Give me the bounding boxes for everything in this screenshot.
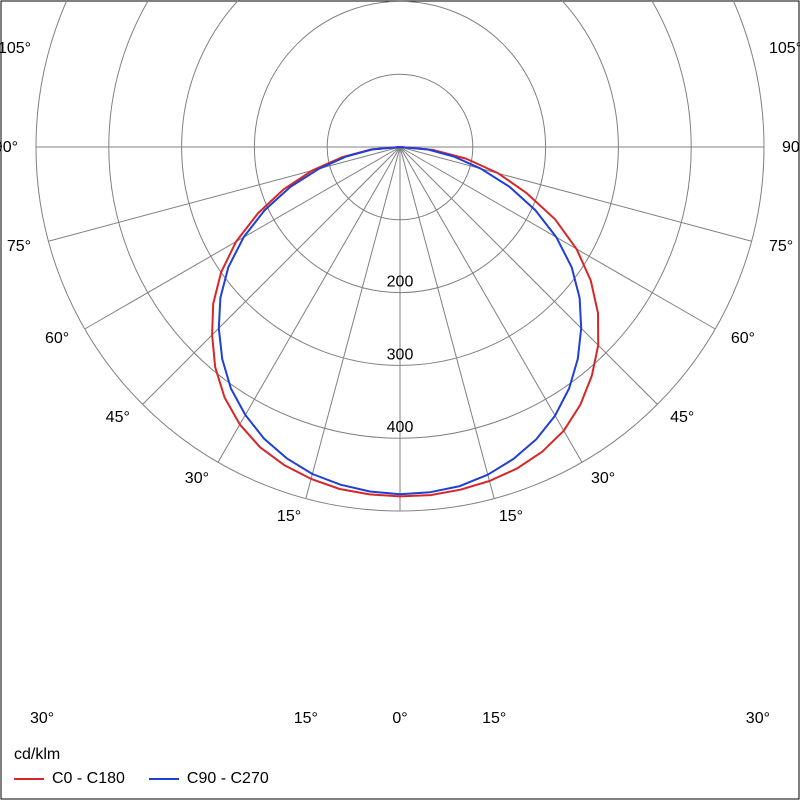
angle-label: 30° <box>746 710 770 727</box>
grid-spoke <box>306 147 400 499</box>
angle-label: 45° <box>670 409 694 426</box>
angle-label: 75° <box>769 238 793 255</box>
grid-spoke <box>400 147 752 241</box>
angle-label: 60° <box>45 330 69 347</box>
legend-label-c90: C90 - C270 <box>187 770 269 788</box>
angle-label: 15° <box>482 710 506 727</box>
grid-spoke <box>400 147 657 404</box>
angle-label: 15° <box>277 508 301 525</box>
angle-label: 75° <box>7 238 31 255</box>
angle-label: 30° <box>591 470 615 487</box>
angle-label: 30° <box>185 470 209 487</box>
angle-label: 60° <box>731 330 755 347</box>
angle-label: 15° <box>499 508 523 525</box>
grid-spoke <box>48 147 400 241</box>
angle-label: 90° <box>782 139 800 156</box>
legend-unit-label: cd/klm <box>14 746 269 764</box>
legend-swatch-c90 <box>149 778 179 780</box>
angle-label: 105° <box>769 40 800 57</box>
ring-label: 300 <box>387 346 414 363</box>
polar-chart-container: { "chart": { "type": "polar-light-distri… <box>0 0 800 800</box>
legend: cd/klm C0 - C180 C90 - C270 <box>14 746 269 788</box>
angle-label-0: 0° <box>392 710 407 727</box>
ring-label: 400 <box>387 419 414 436</box>
legend-swatch-c0 <box>14 778 44 780</box>
angle-label: 90° <box>0 139 18 156</box>
legend-item-c90: C90 - C270 <box>149 770 269 788</box>
angle-label: 45° <box>106 409 130 426</box>
grid-spoke <box>400 147 494 499</box>
legend-label-c0: C0 - C180 <box>52 770 125 788</box>
angle-label: 30° <box>30 710 54 727</box>
polar-chart-svg: 200 300 400 105° 90° 75° 60° 45° 30° 15° 105° 90° 75… <box>0 0 800 800</box>
angle-label: 15° <box>294 710 318 727</box>
legend-row: C0 - C180 C90 - C270 <box>14 770 269 788</box>
grid-spoke <box>143 147 400 404</box>
legend-item-c0: C0 - C180 <box>14 770 125 788</box>
angle-label: 105° <box>0 40 31 57</box>
ring-label: 200 <box>387 274 414 291</box>
